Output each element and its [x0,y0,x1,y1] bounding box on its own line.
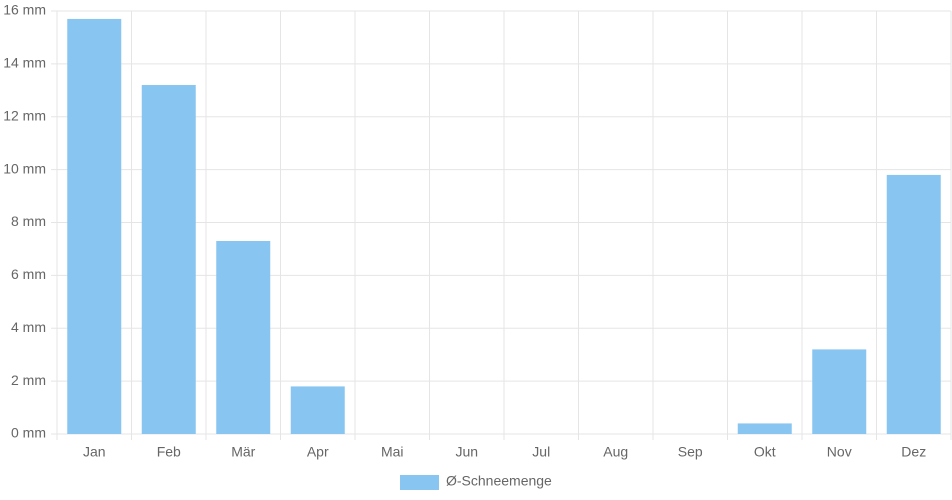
legend-swatch [400,475,439,490]
x-tick-label: Nov [827,444,852,460]
bar [812,349,867,434]
x-tick-label: Apr [307,444,329,460]
bar [216,241,271,434]
x-tick-label: Sep [678,444,703,460]
y-tick-label: 16 mm [3,2,46,18]
bar [886,174,941,434]
y-tick-label: 8 mm [11,213,46,229]
x-tick-label: Jan [83,444,106,460]
x-tick-label: Dez [901,444,926,460]
y-tick-label: 2 mm [11,372,46,388]
y-tick-label: 14 mm [3,55,46,71]
y-tick-label: 12 mm [3,107,46,123]
x-tick-label: Aug [603,444,628,460]
bar [290,386,345,434]
x-tick-label: Feb [157,444,181,460]
bar [67,18,122,435]
bar [141,85,196,435]
y-tick-label: 10 mm [3,160,46,176]
x-tick-label: Okt [754,444,776,460]
bar [737,423,792,434]
legend-label: Ø-Schneemenge [446,473,552,489]
x-tick-label: Mai [381,444,404,460]
x-tick-label: Jun [455,444,478,460]
y-tick-label: 6 mm [11,266,46,282]
y-tick-label: 4 mm [11,319,46,335]
x-tick-label: Mär [231,444,255,460]
y-tick-label: 0 mm [11,425,46,441]
x-tick-label: Jul [532,444,550,460]
